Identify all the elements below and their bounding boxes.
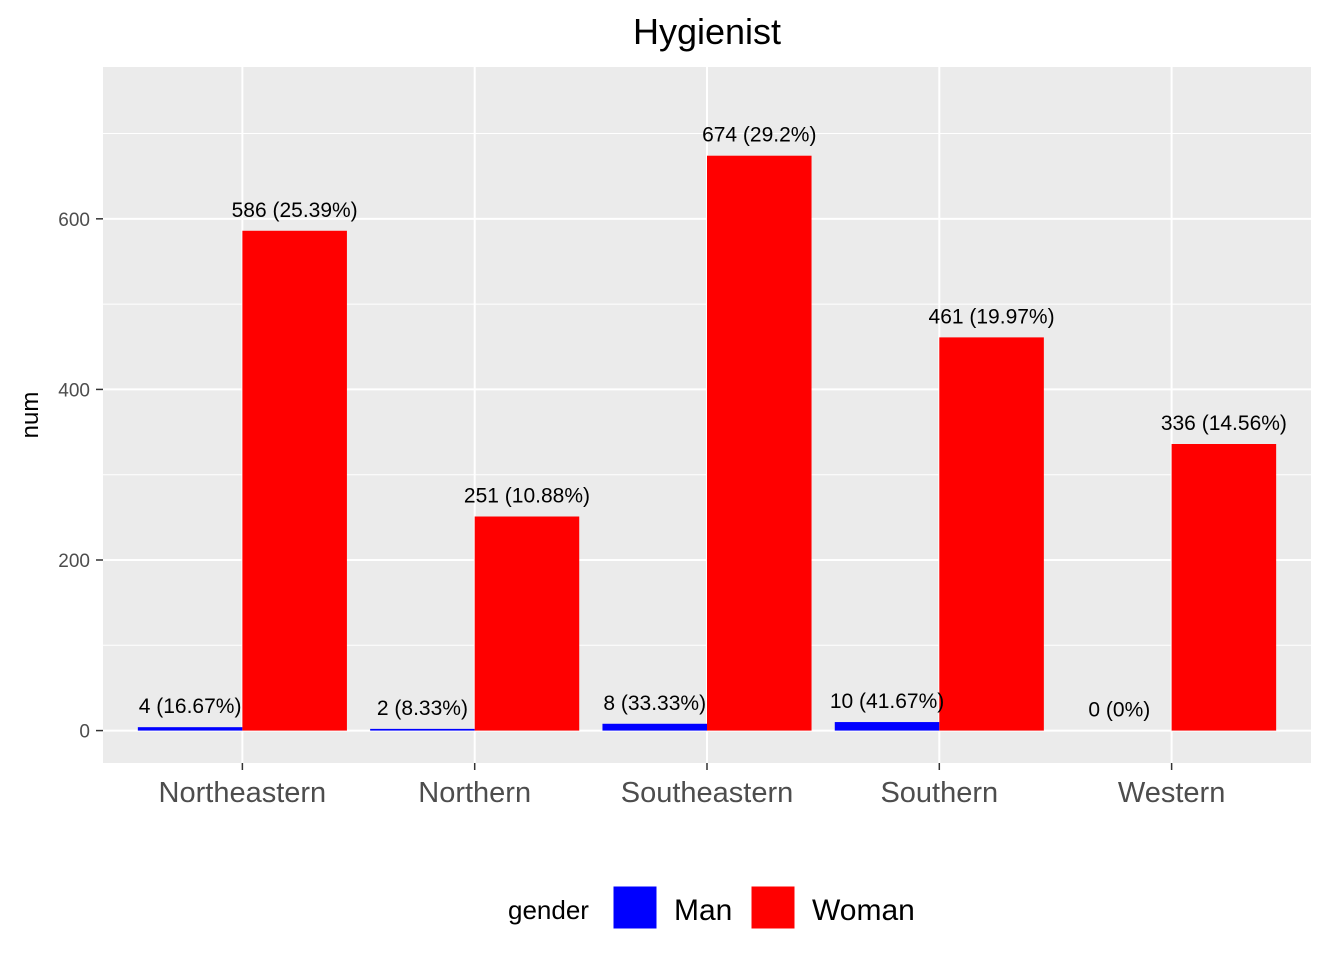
x-axis: Northeastern Northern Southeastern Southern… xyxy=(159,763,1225,809)
legend-swatch-man xyxy=(612,885,658,930)
bar-man xyxy=(602,723,707,731)
y-tick-label: 0 xyxy=(79,722,90,743)
bar-woman xyxy=(242,230,347,731)
data-label: 8 (33.33%) xyxy=(603,692,706,715)
data-label: 10 (41.67%) xyxy=(830,690,944,713)
legend-label-woman: Woman xyxy=(812,894,915,927)
x-tick-label: Northern xyxy=(418,777,531,809)
chart-title: Hygienist xyxy=(633,11,781,52)
y-tick-label: 200 xyxy=(58,551,90,572)
y-tick-label: 400 xyxy=(58,380,90,401)
bar-man xyxy=(137,727,243,731)
data-label: 336 (14.56%) xyxy=(1161,412,1287,435)
data-labels: 4 (16.67%) 2 (8.33%) 8 (33.33%) 10 (41.67%)… xyxy=(139,124,1287,722)
data-label: 0 (0%) xyxy=(1088,699,1150,722)
bar-man xyxy=(370,728,475,731)
legend: gender Man Woman xyxy=(508,885,915,930)
x-tick-label: Northeastern xyxy=(159,777,327,809)
data-label: 251 (10.88%) xyxy=(464,485,590,508)
y-axis: 0 200 400 600 xyxy=(58,210,103,743)
data-label: 674 (29.2%) xyxy=(702,124,816,147)
bar-woman xyxy=(707,155,812,731)
x-tick-label: Southern xyxy=(880,777,998,809)
x-tick-label: Southeastern xyxy=(621,777,794,809)
data-label: 4 (16.67%) xyxy=(139,695,242,718)
bar-man xyxy=(834,722,940,731)
legend-swatch-woman xyxy=(750,885,796,930)
y-tick-label: 600 xyxy=(58,210,90,231)
legend-label-man: Man xyxy=(674,894,732,927)
legend-title: gender xyxy=(508,895,589,925)
bars xyxy=(137,155,1277,731)
y-axis-title: num xyxy=(17,392,44,439)
data-label: 2 (8.33%) xyxy=(377,697,468,720)
bar-woman xyxy=(474,516,580,731)
data-label: 461 (19.97%) xyxy=(929,305,1055,328)
bar-woman xyxy=(939,337,1044,731)
x-tick-label: Western xyxy=(1118,777,1225,809)
bar-woman xyxy=(1171,444,1277,731)
data-label: 586 (25.39%) xyxy=(232,199,358,222)
